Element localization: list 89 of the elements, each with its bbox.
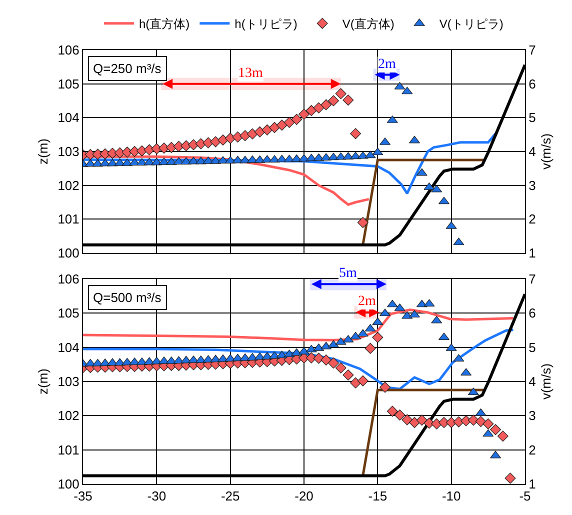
point [210, 136, 222, 148]
point [364, 342, 376, 354]
y2-tick-label: 4 [528, 144, 536, 160]
point [350, 128, 362, 140]
point [262, 124, 273, 136]
band-label: 2m [378, 57, 396, 72]
legend-label: h(トリピラ) [234, 17, 298, 31]
legend-label: V(直方体) [342, 17, 394, 31]
legend-label: V(トリピラ) [439, 17, 504, 31]
y-tick-label: 101 [58, 442, 80, 458]
band-label: 5m [339, 266, 357, 281]
x-tick-label: -20 [294, 488, 314, 504]
y2-tick-label: 2 [528, 442, 536, 458]
point [468, 414, 479, 426]
y2-tick-label: 5 [528, 110, 536, 126]
y2-tick-label: 2 [528, 212, 536, 227]
point [240, 130, 251, 142]
y2-tick-label: 6 [528, 306, 536, 321]
point [224, 132, 236, 144]
y-tick-label: 106 [58, 42, 80, 58]
point [380, 382, 391, 393]
point [298, 108, 310, 120]
y2-tick-label: 1 [528, 476, 536, 492]
y2-tick-label: 7 [528, 42, 536, 58]
point [328, 95, 339, 106]
point [350, 377, 362, 388]
x-tick-label: -15 [368, 488, 388, 504]
y-tick-label: 100 [58, 246, 80, 261]
point [306, 105, 317, 116]
point [416, 414, 428, 426]
point [246, 128, 258, 140]
point [320, 354, 332, 366]
y-tick-label: 101 [58, 212, 80, 227]
y2-axis-title: v(m/s) [538, 133, 554, 170]
x-tick-label: -10 [442, 488, 461, 504]
point [298, 346, 310, 354]
y-tick-label: 104 [58, 340, 80, 355]
band-label: 13m [238, 66, 263, 81]
point [372, 332, 384, 343]
point [504, 472, 516, 484]
y2-tick-label: 4 [528, 374, 536, 390]
y-tick-label: 106 [58, 272, 80, 287]
y-tick-label: 105 [58, 76, 80, 92]
point [357, 375, 368, 386]
x-tick-label: -5 [519, 488, 531, 504]
annotation: Q=250 m³/s [93, 61, 162, 76]
point [342, 370, 354, 381]
band-label: 2m [358, 294, 376, 309]
point [335, 362, 346, 374]
point [482, 418, 494, 430]
y-tick-label: 102 [58, 408, 80, 424]
y-axis-title: z(m) [36, 368, 51, 394]
y-tick-label: 105 [58, 306, 80, 321]
point [342, 94, 354, 106]
y2-tick-label: 5 [528, 340, 536, 355]
point [276, 120, 288, 131]
y2-axis-title: v(m/s) [538, 363, 554, 400]
point [335, 88, 346, 100]
y2-tick-label: 7 [528, 272, 536, 287]
point [217, 134, 228, 146]
point [490, 424, 502, 436]
point [284, 116, 295, 128]
point [402, 414, 413, 426]
y2-tick-label: 3 [528, 178, 536, 193]
point [497, 430, 508, 442]
point [409, 136, 420, 144]
legend-label: h(直方体) [139, 17, 190, 31]
point [313, 352, 324, 364]
y-tick-label: 102 [58, 178, 80, 193]
y-tick-label: 103 [58, 374, 80, 390]
point [291, 114, 302, 125]
point [386, 406, 398, 417]
y2-tick-label: 3 [528, 408, 536, 424]
point [394, 409, 406, 420]
point [166, 142, 177, 153]
x-tick-label: -30 [147, 488, 166, 504]
annotation: Q=500 m³/s [93, 290, 162, 305]
y2-tick-label: 1 [528, 246, 536, 261]
x-tick-label: -25 [220, 488, 240, 504]
point [313, 102, 324, 114]
point [328, 358, 339, 369]
y-axis-title: z(m) [36, 138, 51, 164]
y-tick-label: 104 [58, 110, 80, 126]
point [269, 122, 280, 133]
y-tick-label: 103 [58, 144, 80, 160]
point [254, 126, 266, 138]
y2-tick-label: 6 [528, 76, 536, 92]
point [409, 417, 420, 428]
point [320, 99, 332, 110]
